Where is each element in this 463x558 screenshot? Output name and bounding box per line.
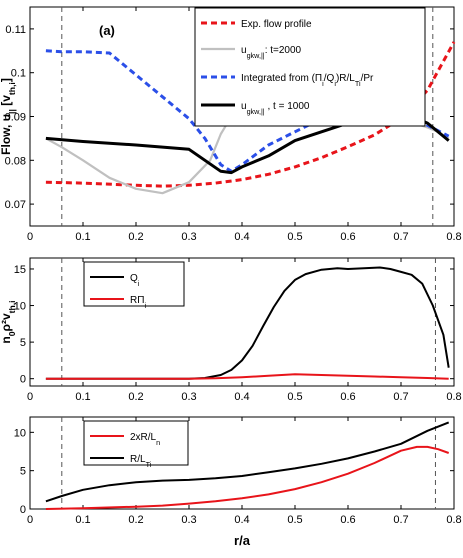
y-tick-label: 15 (14, 264, 26, 276)
legend-label: ugkw,|| , t = 1000 (241, 101, 310, 116)
x-tick-label: 0.5 (287, 231, 302, 243)
x-tick-label: 0.2 (128, 391, 143, 403)
panel-b: 00.10.20.30.40.50.60.70.8051015(b)n0ρ²vt… (0, 257, 462, 403)
legend: Qi RΠi (83, 261, 185, 310)
series-line (45, 445, 450, 510)
y-axis-label: n0ρ²vth,i (0, 300, 17, 343)
y-tick-label: 0 (20, 374, 26, 386)
x-tick-label: 0 (27, 231, 33, 243)
legend-label: Integrated from (Πi/Qi)R/LTi/Pr (241, 73, 374, 88)
y-tick-label: 5 (20, 466, 26, 478)
x-tick-label: 0.3 (181, 391, 196, 403)
y-tick-label: 0.1 (11, 68, 26, 80)
x-tick-label: 0.5 (287, 391, 302, 403)
x-tick-label: 0.2 (128, 514, 143, 526)
panel-label: (a) (99, 23, 115, 38)
legend: 2xR/Ln R/LTi (83, 420, 189, 469)
panel-c: 00.10.20.30.40.50.60.70.80510(c)2xR/LnR/… (14, 416, 462, 526)
x-tick-label: 0.7 (393, 514, 408, 526)
legend-label: ugkw,||: t=2000 (241, 45, 302, 60)
x-tick-label: 0.1 (75, 391, 90, 403)
legend-label: R/LTi (130, 454, 152, 469)
x-tick-label: 0 (27, 391, 33, 403)
x-tick-label: 0.8 (446, 231, 461, 243)
x-tick-label: 0.2 (128, 231, 143, 243)
y-tick-label: 10 (14, 301, 26, 313)
x-tick-label: 0.6 (340, 231, 355, 243)
legend-label: Qi (130, 273, 140, 288)
panel-a: 0 0.1 0.2 0.3 0.4 0.5 0.6 0.7 0.8 0.07 0.08 0.09 0.1… (0, 6, 462, 243)
series-line (45, 266, 450, 380)
x-tick-label: 0.3 (181, 514, 196, 526)
y-tick-label: 0.07 (5, 199, 26, 211)
y-tick-label: 0.11 (5, 24, 26, 36)
x-tick-label: 0.4 (234, 231, 249, 243)
x-tick-label: 0.1 (75, 231, 90, 243)
series-line (45, 373, 449, 380)
y-tick-label: 0.08 (5, 155, 26, 167)
x-tick-label: 0.6 (340, 514, 355, 526)
x-tick-label: 0 (27, 514, 33, 526)
series-line (45, 41, 456, 188)
y-axis-label: Flow, u|| [vth,i] (0, 78, 17, 155)
x-tick-label: 0.3 (181, 231, 196, 243)
x-tick-label: 0.7 (393, 391, 408, 403)
x-tick-label: 0.5 (287, 514, 302, 526)
x-tick-label: 0.8 (446, 514, 461, 526)
legend: Exp. flow profile ugkw,||: t=2000 Integrat… (194, 7, 426, 127)
series-line (45, 421, 450, 503)
y-tick-label: 5 (20, 337, 26, 349)
x-tick-label: 0.6 (340, 391, 355, 403)
x-tick-label: 0.7 (393, 231, 408, 243)
x-tick-label: 0.1 (75, 514, 90, 526)
y-tick-label: 0.09 (5, 112, 26, 124)
x-tick-label: 0.8 (446, 391, 461, 403)
legend-label: 2xR/Ln (130, 432, 160, 447)
x-tick-label: 0.4 (234, 514, 249, 526)
y-tick-label: 10 (14, 427, 26, 439)
x-tick-label: 0.4 (234, 391, 249, 403)
legend-label: Exp. flow profile (241, 19, 312, 30)
y-tick-label: 0 (20, 504, 26, 516)
x-axis-label: r/a (234, 533, 251, 548)
legend-label: RΠi (130, 295, 146, 310)
